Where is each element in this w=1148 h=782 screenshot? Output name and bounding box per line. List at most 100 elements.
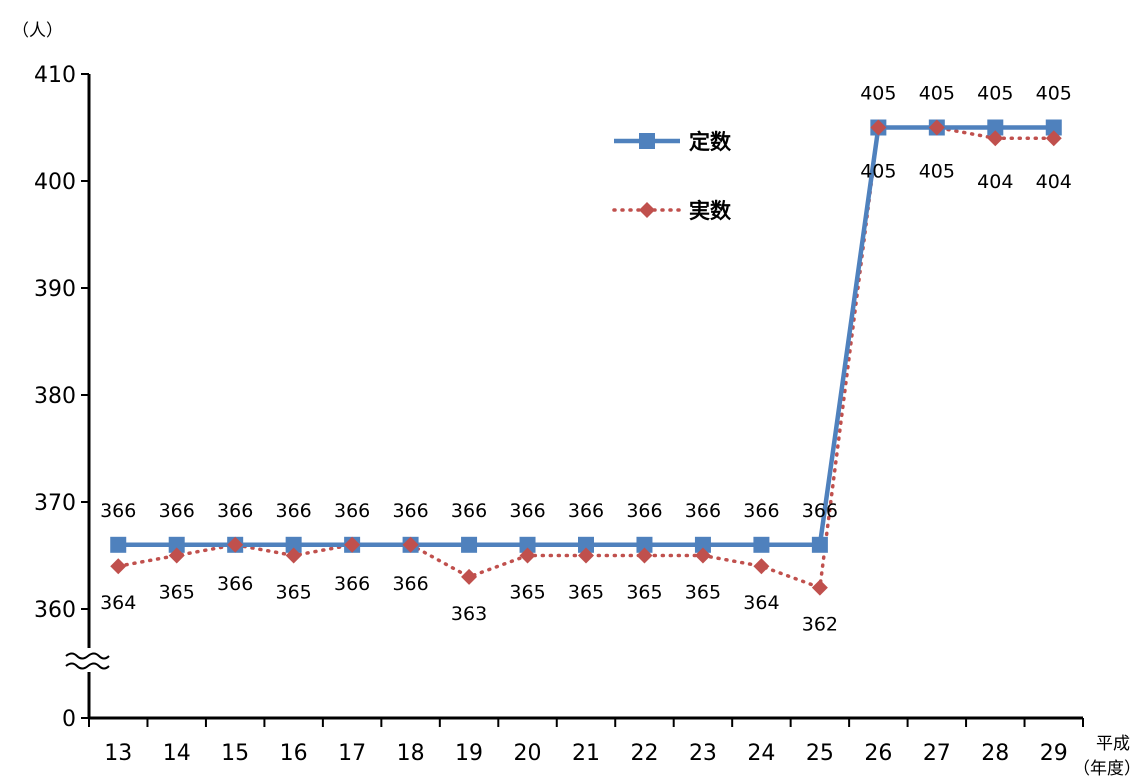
point-fixed xyxy=(753,536,770,553)
x-tick-label: 22 xyxy=(630,741,658,766)
data-label-actual: 365 xyxy=(159,582,195,604)
data-label-fixed: 366 xyxy=(743,500,779,522)
y-tick-label: 380 xyxy=(34,384,76,409)
y-tick-label: 370 xyxy=(34,491,76,516)
data-label-actual: 405 xyxy=(919,161,955,183)
x-tick-label: 17 xyxy=(338,741,366,766)
data-label-fixed: 405 xyxy=(1036,83,1072,105)
y-tick-label: 400 xyxy=(34,170,76,195)
x-tick-label: 15 xyxy=(221,741,249,766)
data-labels-layer: 366 366 366 366 366 366 366 366 366 366 366 366 366 4… xyxy=(100,83,1072,636)
data-label-actual: 363 xyxy=(451,603,487,625)
point-fixed xyxy=(461,536,478,553)
data-label-actual: 364 xyxy=(100,592,136,614)
data-label-actual: 366 xyxy=(392,573,428,595)
point-actual xyxy=(227,536,244,553)
point-fixed xyxy=(285,536,302,553)
point-actual xyxy=(168,547,185,564)
point-actual xyxy=(811,579,828,596)
x-tick-label: 24 xyxy=(747,741,775,766)
data-label-fixed: 366 xyxy=(334,500,370,522)
point-actual xyxy=(110,558,127,575)
point-actual xyxy=(987,130,1004,147)
data-label-fixed: 366 xyxy=(802,500,838,522)
point-fixed xyxy=(578,536,594,553)
data-label-actual: 364 xyxy=(743,592,779,614)
x-tick-label: 14 xyxy=(163,741,191,766)
x-tick-label: 26 xyxy=(864,741,892,766)
point-fixed xyxy=(110,536,127,553)
data-label-fixed: 366 xyxy=(685,500,721,522)
x-tick-label: 29 xyxy=(1040,741,1068,766)
point-actual xyxy=(694,547,711,564)
data-label-actual: 404 xyxy=(1036,171,1072,193)
data-label-actual: 365 xyxy=(276,582,312,604)
x-tick-label: 13 xyxy=(104,741,132,766)
point-actual xyxy=(753,558,770,575)
legend-label-fixed: 定数 xyxy=(689,130,732,154)
point-actual xyxy=(928,119,945,136)
legend-label-actual: 実数 xyxy=(689,199,732,223)
point-actual xyxy=(402,536,419,553)
y-tick-label: 410 xyxy=(34,63,76,88)
point-actual xyxy=(285,547,302,564)
data-label-actual: 365 xyxy=(568,582,604,604)
point-fixed xyxy=(519,536,536,553)
x-tick-label: 27 xyxy=(923,741,951,766)
x-tick-label: 28 xyxy=(981,741,1009,766)
data-label-fixed: 366 xyxy=(626,500,662,522)
x-suffix-label: （年度） xyxy=(1073,759,1141,779)
point-actual xyxy=(1045,130,1062,147)
data-label-actual: 365 xyxy=(509,582,545,604)
point-fixed xyxy=(168,536,185,553)
x-tick-label: 23 xyxy=(689,741,717,766)
data-label-fixed: 405 xyxy=(919,83,955,105)
x-axis-ticks: 13 14 15 16 17 18 19 20 21 22 23 24 25 26 27 28 29 xyxy=(88,718,1084,766)
x-tick-label: 21 xyxy=(572,741,600,766)
data-label-fixed: 366 xyxy=(217,500,253,522)
data-label-actual: 366 xyxy=(334,573,370,595)
point-actual xyxy=(636,547,653,564)
y-tick-label: 360 xyxy=(34,598,76,623)
point-actual xyxy=(870,119,887,136)
axis-break-symbol xyxy=(65,648,110,672)
y-tick-label: 390 xyxy=(34,277,76,302)
point-actual xyxy=(578,547,594,564)
x-tick-label: 25 xyxy=(806,741,834,766)
series-layer xyxy=(110,119,1062,596)
legend-marker-fixed xyxy=(639,133,655,149)
data-label-actual: 365 xyxy=(685,582,721,604)
x-tick-label: 20 xyxy=(514,741,542,766)
point-fixed xyxy=(1045,119,1062,136)
x-tick-label: 16 xyxy=(280,741,308,766)
data-label-actual: 405 xyxy=(860,161,896,183)
point-actual xyxy=(519,547,536,564)
legend-marker-actual xyxy=(639,202,655,218)
data-label-fixed: 366 xyxy=(159,500,195,522)
data-label-fixed: 405 xyxy=(977,83,1013,105)
data-label-actual: 404 xyxy=(977,171,1013,193)
point-actual xyxy=(461,568,478,585)
y-unit-label: （人） xyxy=(12,21,63,41)
data-label-fixed: 405 xyxy=(860,83,896,105)
y-axis-ticks: 360 370 380 390 400 410 xyxy=(34,63,89,719)
data-label-actual: 362 xyxy=(802,614,838,636)
data-label-fixed: 366 xyxy=(100,500,136,522)
x-tick-label: 19 xyxy=(455,741,483,766)
y-tick-label-zero: 0 xyxy=(62,707,76,732)
x-prefix-label: 平成 xyxy=(1096,734,1130,754)
series-line-fixed xyxy=(118,125,1054,548)
point-fixed xyxy=(636,536,653,553)
x-tick-label: 18 xyxy=(397,741,425,766)
point-fixed xyxy=(987,119,1004,136)
data-label-fixed: 366 xyxy=(392,500,428,522)
data-label-actual: 366 xyxy=(217,573,253,595)
data-label-actual: 365 xyxy=(626,582,662,604)
data-label-fixed: 366 xyxy=(509,500,545,522)
data-label-fixed: 366 xyxy=(568,500,604,522)
point-actual xyxy=(344,536,361,553)
data-label-fixed: 366 xyxy=(451,500,487,522)
point-fixed xyxy=(811,536,828,553)
